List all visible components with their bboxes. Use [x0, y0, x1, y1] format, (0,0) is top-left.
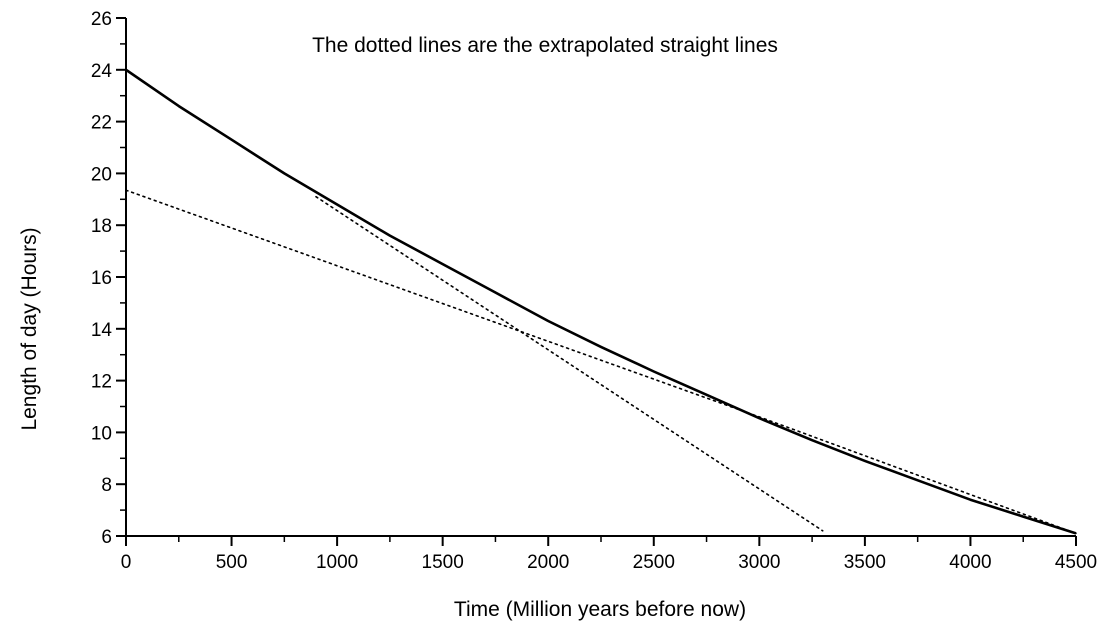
- y-tick-label: 10: [91, 423, 112, 444]
- y-tick-label: 18: [91, 216, 112, 237]
- x-tick-label: 4500: [1055, 552, 1097, 573]
- x-tick-label: 1500: [422, 552, 464, 573]
- axes: [125, 18, 1076, 537]
- series-layer: [125, 68, 1077, 535]
- x-axis-label: Time (Million years before now): [454, 598, 746, 621]
- y-tick-label: 12: [91, 372, 112, 393]
- chart-annotation: The dotted lines are the extrapolated st…: [312, 34, 778, 57]
- y-tick-label: 16: [91, 268, 112, 289]
- ticks: 0 500 1000 1500 2000 2500 3000 3500 4000 4500 6 8 10…: [91, 9, 1097, 573]
- series-line-dotted-1: [315, 195, 824, 532]
- y-tick-label: 22: [91, 113, 112, 134]
- x-tick-label: 4000: [949, 552, 991, 573]
- y-tick-label: 6: [101, 527, 112, 548]
- series-line-solid: [125, 68, 1077, 535]
- x-tick-label: 1000: [316, 552, 358, 573]
- x-tick-label: 3500: [844, 552, 886, 573]
- x-tick-label: 0: [121, 552, 132, 573]
- y-axis-label: Length of day (Hours): [18, 227, 41, 430]
- x-tick-label: 500: [216, 552, 248, 573]
- x-tick-label: 2500: [633, 552, 675, 573]
- y-tick-label: 20: [91, 164, 112, 185]
- y-tick-label: 26: [91, 9, 112, 30]
- y-tick-label: 8: [101, 475, 112, 496]
- y-tick-label: 14: [91, 320, 113, 341]
- y-tick-label: 24: [91, 61, 113, 82]
- x-tick-label: 3000: [738, 552, 780, 573]
- series-line-dotted-2: [125, 189, 1077, 535]
- x-tick-label: 2000: [527, 552, 569, 573]
